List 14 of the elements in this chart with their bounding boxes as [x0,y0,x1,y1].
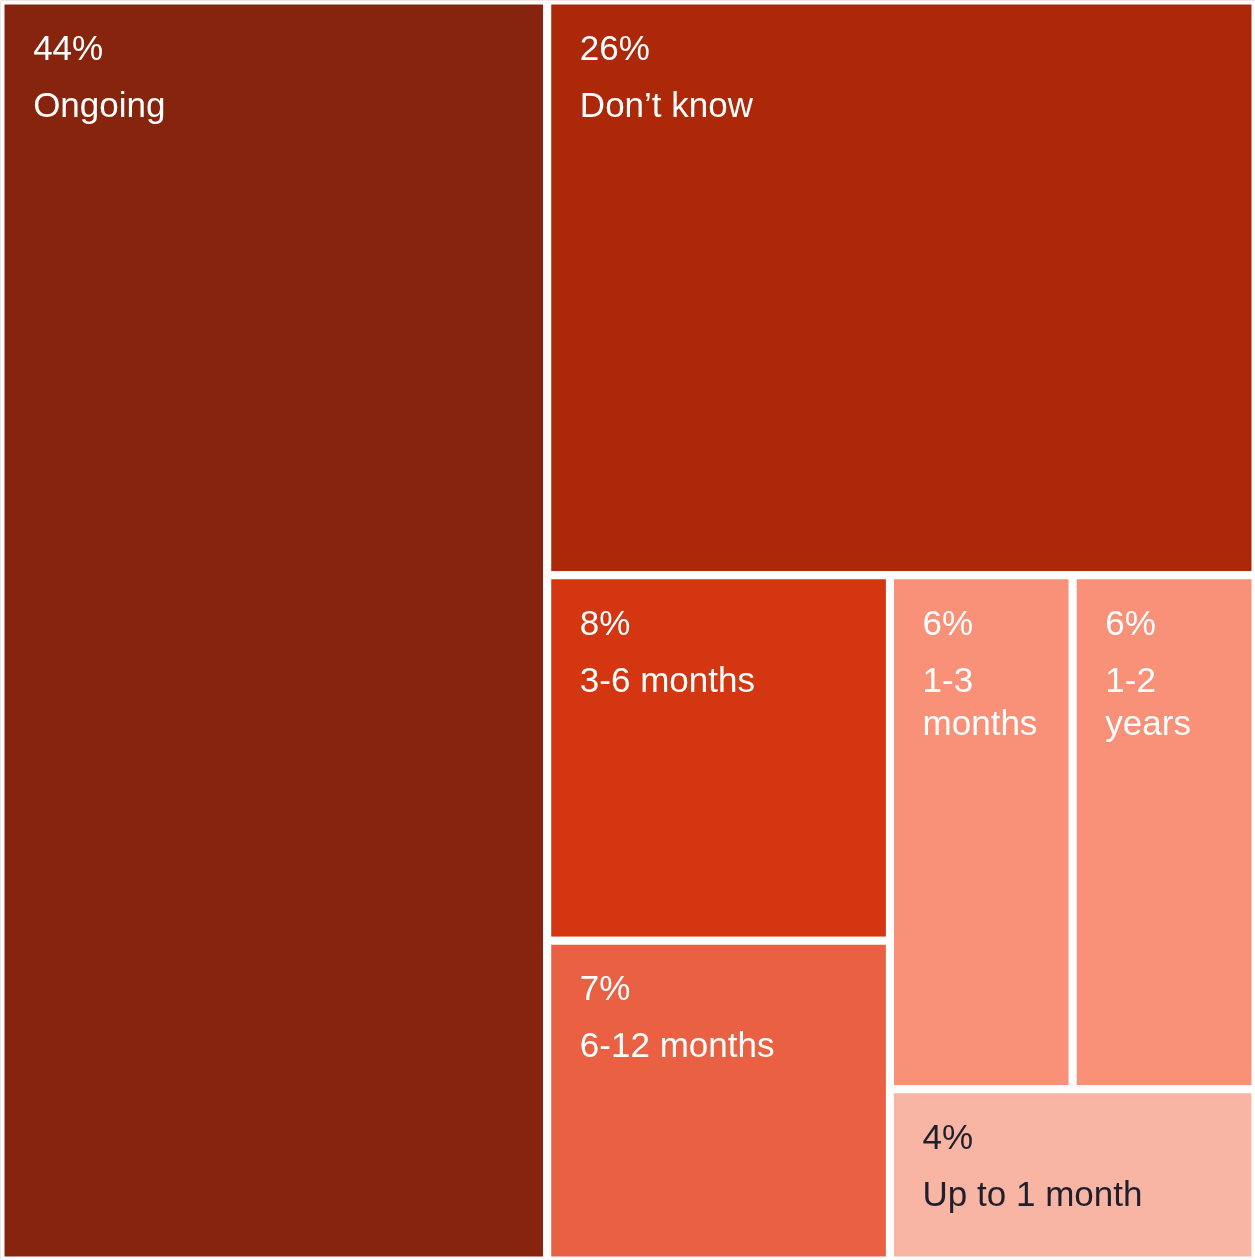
data-label: 6% [922,602,974,642]
category-label: 1-2 years [1105,659,1191,742]
data-label: 6% [1105,602,1156,642]
category-label: Up to 1 month [922,1173,1143,1213]
data-label: 4% [922,1116,974,1156]
category-label: Ongoing [33,84,166,124]
category-label: 3-6 months [579,659,755,699]
category-label: Don’t know [579,84,754,124]
category-label: 1-3 months [922,659,1038,742]
category-label: 6-12 months [579,1025,775,1065]
data-label: 26% [579,28,650,68]
data-label: 7% [579,968,631,1008]
data-label: 8% [579,602,631,642]
data-label: 44% [33,28,104,68]
